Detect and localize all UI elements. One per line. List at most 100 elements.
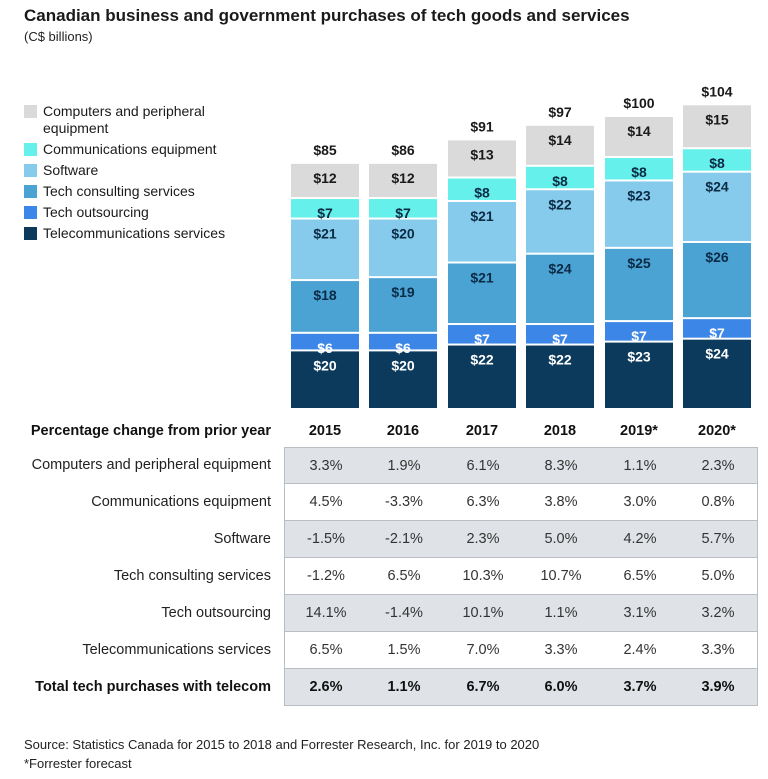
table-row: Tech consulting services -1.2% 6.5% 10.3% 10… [0,558,768,595]
bar-segment [369,219,437,277]
bar-segment [448,201,516,262]
row-label: Telecommunications services [82,642,271,658]
legend-swatch [24,227,37,240]
table-cell: 7.0% [466,642,500,658]
segment-label: $22 [548,196,572,212]
table-cell: -1.5% [307,531,345,547]
segment-label: $23 [627,187,651,203]
legend-item: Software [24,162,254,179]
table-row: Total tech purchases with telecom 2.6% 1.1… [0,669,768,706]
legend-item: Tech consulting services [24,183,254,200]
table-cell: 3.3% [309,458,343,474]
segment-label: $14 [548,132,572,148]
total-label: $104 [701,83,732,99]
segment-label: $7 [474,331,490,347]
table-cell: 2.6% [309,679,343,695]
legend-item: Computers and peripheral equipment [24,103,254,137]
table-row: Telecommunications services 6.5% 1.5% 7.0% 3… [0,632,768,669]
legend-label: Telecommunications services [43,225,226,241]
bar-segment [683,172,751,241]
segment-label: $12 [313,170,337,186]
segment-label: $13 [470,146,494,162]
segment-label: $22 [548,352,572,368]
table-cell: 8.3% [544,458,578,474]
total-label: $91 [470,118,494,134]
bar-segment [448,263,516,324]
bar-segment [683,105,751,148]
segment-label: $24 [705,179,729,195]
table-cell: 10.3% [462,568,504,584]
column-header: 2017 [465,423,499,439]
segment-label: $6 [395,340,411,356]
bar-segment [291,281,359,332]
segment-label: $7 [395,205,411,221]
legend-label: Software [43,162,99,178]
table-row: Tech outsourcing 14.1% -1.4% 10.1% 1.1% 3.1% 3… [0,595,768,632]
table-cell: -1.4% [385,605,423,621]
bar-segment [526,190,594,253]
column-header: 2020* [698,423,736,439]
bar-segment [448,140,516,177]
bar-segment [448,325,516,344]
table-cell: 10.1% [462,605,504,621]
legend-swatch [24,206,37,219]
table-cell: 6.5% [623,568,657,584]
row-label: Software [213,531,271,547]
segment-label: $24 [548,261,572,277]
table-cell: 2.3% [701,458,735,474]
legend-swatch [24,164,37,177]
bar-segment [291,333,359,350]
table-cell: 3.0% [623,494,657,510]
table-cell: 1.1% [387,679,421,695]
bar-segment [291,163,359,198]
bar-segment [605,158,673,180]
bar-segment [369,333,437,350]
bar-segment [605,181,673,247]
bar-segment [605,342,673,408]
chart-title: Canadian business and government purchas… [24,6,630,25]
segment-label: $7 [631,328,647,344]
table-cell: 6.3% [466,494,500,510]
segment-label: $20 [313,357,337,373]
segment-label: $23 [627,349,651,365]
segment-label: $7 [709,325,725,341]
table-cell: 6.5% [309,642,343,658]
table-cell: 5.0% [701,568,735,584]
column-header: 2019* [620,423,658,439]
segment-label: $8 [709,155,725,171]
bar-segment [683,319,751,338]
table-cell: 6.7% [466,679,500,695]
table-row: Software -1.5% -2.1% 2.3% 5.0% 4.2% 5.7% [0,521,768,558]
legend-swatch [24,143,37,156]
table-cell: 5.0% [544,531,578,547]
table-cell: 3.9% [701,679,735,695]
table-cell: 5.7% [701,531,735,547]
legend-item: Tech outsourcing [24,204,254,221]
bar-segment [526,325,594,344]
table-cell: 3.8% [544,494,578,510]
bar-segment [291,351,359,408]
segment-label: $14 [627,123,651,139]
row-label: Percentage change from prior year [30,423,271,439]
legend-swatch [24,185,37,198]
row-label: Tech outsourcing [161,605,271,621]
legend-label: Communications equipment [43,141,217,157]
segment-label: $15 [705,111,729,127]
table-row: Computers and peripheral equipment 3.3% 1.… [0,447,768,484]
segment-label: $26 [705,249,729,265]
stacked-bar-plot: $20$6$18$21$7$12$85$20$6$19$20$7$12$86$2… [291,83,751,408]
segment-label: $7 [552,331,568,347]
table-cell: 3.3% [544,642,578,658]
chart-subtitle: (C$ billions) [24,29,93,44]
table-cell: -3.3% [385,494,423,510]
segment-label: $6 [317,340,333,356]
legend-label: Computers and peripheral equipment [43,103,205,136]
segment-label: $19 [391,284,415,300]
bar-segment [291,199,359,218]
row-label: Tech consulting services [113,568,271,584]
total-label: $86 [391,142,415,158]
segment-label: $25 [627,255,651,271]
row-label: Computers and peripheral equipment [31,457,271,473]
legend-label: Tech outsourcing [43,204,149,220]
